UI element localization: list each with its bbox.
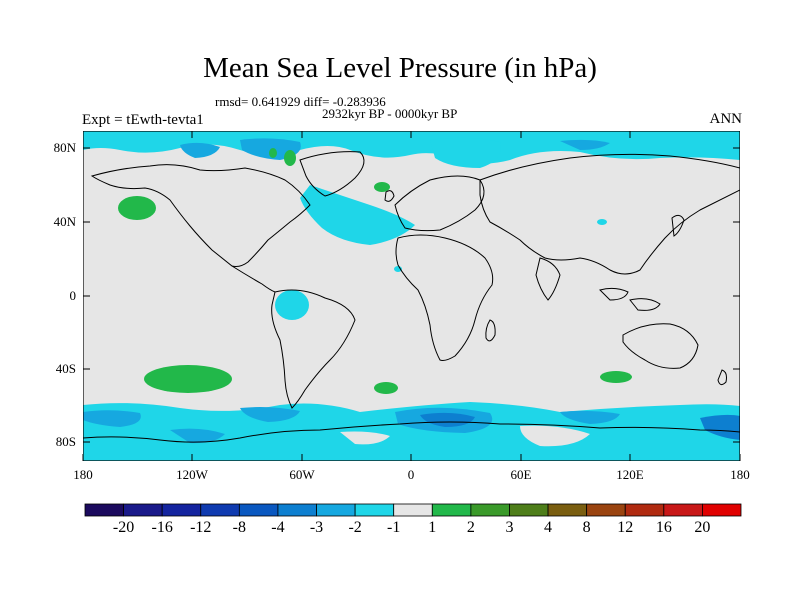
colorbar-tick-label: -12 [190,519,212,536]
colorbar-tick-label: 8 [582,519,591,536]
colorbar-swatch [431,503,472,517]
colorbar-tick-label: -2 [348,519,362,536]
lon-label-60w: 60W [289,467,315,482]
colorbar-swatch [84,503,124,517]
colorbar-swatch [509,503,549,517]
colorbar-swatch [663,503,703,517]
neutral-background [83,131,740,461]
colorbar [84,503,742,517]
colorbar-swatch [200,503,240,517]
colorbar-tick-label: 2 [466,519,475,536]
lon-label-60e: 60E [510,467,532,482]
axis-ticks [82,131,741,461]
colorbar-tick-label: 1 [428,519,437,536]
colorbar-tick-label: -3 [309,519,324,536]
colorbar-swatch [547,503,588,517]
stats-subtitle: rmsd= 0.641929 diff= -0.283936 [215,94,386,109]
period-subtitle: 2932kyr BP - 0000kyr BP [322,106,458,121]
colorbar-swatch [624,503,665,517]
colorbar-swatch [123,503,163,517]
colorbar-swatch [470,503,510,517]
lon-label-120w: 120W [176,467,208,482]
antarctic-negative-anomalies [83,402,740,461]
lat-label-40s: 40S [55,361,76,376]
colorbar-swatch [586,503,626,517]
colorbar-tick-label: 3 [505,519,514,536]
map-plot-area [83,131,740,461]
lon-label-120e: 120E [616,467,644,482]
lon-label-180w: 180 [73,467,93,482]
lat-label-40n: 40N [53,214,76,229]
colorbar-swatch [277,503,317,517]
colorbar-tick-label: 12 [617,519,634,536]
colorbar-swatch [702,503,742,517]
lat-label-80s: 80S [55,434,76,449]
map-title: Mean Sea Level Pressure (in hPa) [203,52,597,84]
lat-label-80n: 80N [53,140,76,155]
positive-anomalies [118,148,632,394]
colorbar-tick-label: -8 [232,519,246,536]
lon-label-0: 0 [407,467,415,482]
tropical-negative-anomaly [275,290,309,320]
coastlines [83,151,740,443]
colorbar-tick-label: -1 [387,519,401,536]
lon-label-180e: 180 [730,467,750,482]
experiment-label: Expt = tEwth-tevta1 [82,112,204,128]
colorbar-swatch [393,503,433,517]
colorbar-tick-label: 20 [694,519,711,536]
colorbar-tick-label: -16 [151,519,173,536]
colorbar-tick-label: 4 [544,519,553,536]
colorbar-tick-label: -20 [112,519,135,536]
lat-label-0: 0 [69,288,77,303]
colorbar-swatch [354,503,395,517]
colorbar-swatch [161,503,202,517]
season-label: ANN [709,111,743,127]
colorbar-tick-label: -4 [271,519,285,536]
colorbar-swatch [316,503,356,517]
colorbar-swatch [238,503,279,517]
colorbar-tick-label: 16 [655,519,672,536]
